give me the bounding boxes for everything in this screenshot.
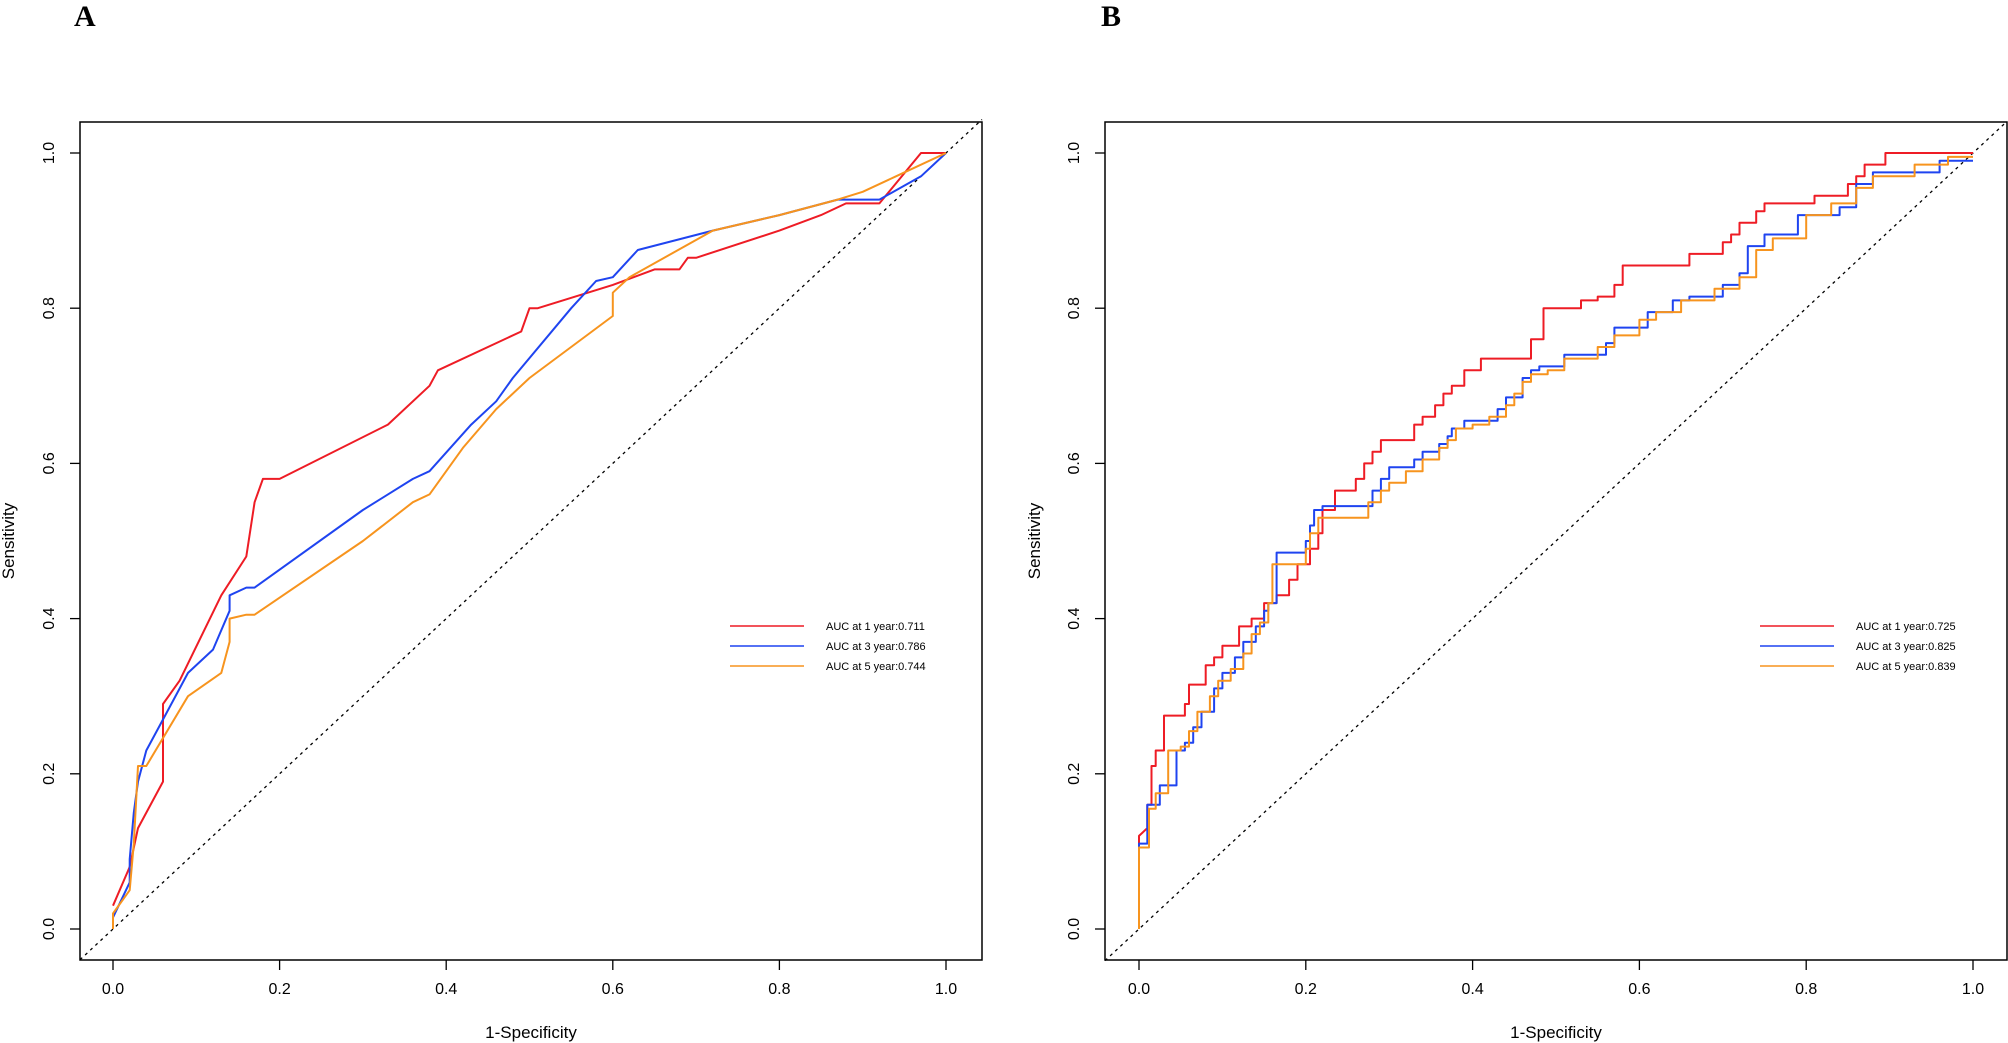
plot-frame xyxy=(1104,121,2008,961)
x-tick-label: 0.0 xyxy=(102,981,124,998)
reference-diagonal xyxy=(1104,120,2008,962)
x-tick-label: 0.2 xyxy=(268,981,290,998)
y-tick-label: 0.0 xyxy=(41,918,58,940)
roc-curve-series-3 xyxy=(112,152,947,929)
x-tick-label: 0.8 xyxy=(768,981,790,998)
x-tick-label: 0.4 xyxy=(435,981,457,998)
y-tick-label: 1.0 xyxy=(41,142,58,164)
y-tick-label: 0.2 xyxy=(1066,763,1083,785)
roc-curves xyxy=(112,152,947,929)
y-tick-label: 0.4 xyxy=(41,607,58,629)
y-tick-label: 0.8 xyxy=(41,297,58,319)
x-axis: 0.0 0.2 0.4 0.6 0.8 1.0 xyxy=(102,960,957,998)
plot-frame xyxy=(79,121,983,961)
roc-curve-series-1 xyxy=(112,152,946,907)
reference-diagonal xyxy=(79,118,983,961)
legend: AUC at 1 year:0.725 AUC at 3 year:0.825 AU… xyxy=(1760,621,1956,673)
x-axis-title: 1-Specificity xyxy=(1510,1023,1602,1042)
x-axis-title: 1-Specificity xyxy=(485,1023,577,1042)
x-axis: 0.0 0.2 0.4 0.6 0.8 1.0 xyxy=(1128,960,1984,998)
x-tick-label: 0.8 xyxy=(1795,981,1817,998)
y-tick-label: 0.4 xyxy=(1066,607,1083,629)
legend-label: AUC at 1 year:0.711 xyxy=(826,621,925,633)
y-tick-label: 0.8 xyxy=(1066,297,1083,319)
legend-label: AUC at 3 year:0.786 xyxy=(826,641,926,653)
roc-panel-b: B 0.0 0.2 0.4 0.6 0.8 1.0 0.00.20.40.60.81.0 … xyxy=(1025,0,2008,1042)
roc-curves xyxy=(1138,152,1973,929)
roc-curve-series-3 xyxy=(1138,155,1973,929)
legend-label: AUC at 1 year:0.725 xyxy=(1856,621,1956,633)
y-axis-title: Sensitivity xyxy=(0,502,18,579)
x-tick-label: 0.0 xyxy=(1128,981,1150,998)
roc-panel-a: A 0.0 0.2 0.4 0.6 0.8 1.0 0.00.20.40.60.81.0 … xyxy=(0,0,983,1042)
y-tick-label: 0.2 xyxy=(41,763,58,785)
y-tick-label: 0.0 xyxy=(1066,918,1083,940)
y-axis: 0.0 0.2 0.4 0.6 0.8 1.0 xyxy=(41,142,80,940)
x-tick-label: 1.0 xyxy=(935,981,957,998)
y-tick-label: 0.6 xyxy=(1066,452,1083,474)
y-axis-title: Sensitivity xyxy=(1025,502,1044,579)
panel-label: B xyxy=(1101,0,1121,33)
x-tick-label: 0.2 xyxy=(1295,981,1317,998)
roc-curve-series-1 xyxy=(1138,152,1973,844)
x-tick-label: 0.6 xyxy=(1628,981,1650,998)
y-axis: 0.0 0.2 0.4 0.6 0.8 1.0 xyxy=(1066,142,1105,940)
x-tick-label: 1.0 xyxy=(1962,981,1984,998)
legend-label: AUC at 3 year:0.825 xyxy=(1856,641,1956,653)
legend-label: AUC at 5 year:0.744 xyxy=(826,661,926,673)
y-tick-label: 0.6 xyxy=(41,452,58,474)
x-tick-label: 0.4 xyxy=(1461,981,1483,998)
y-tick-label: 1.0 xyxy=(1066,142,1083,164)
x-tick-label: 0.6 xyxy=(602,981,624,998)
legend-label: AUC at 5 year:0.839 xyxy=(1856,661,1956,673)
legend: AUC at 1 year:0.711 AUC at 3 year:0.786 AU… xyxy=(730,621,926,673)
panel-label: A xyxy=(74,0,96,33)
